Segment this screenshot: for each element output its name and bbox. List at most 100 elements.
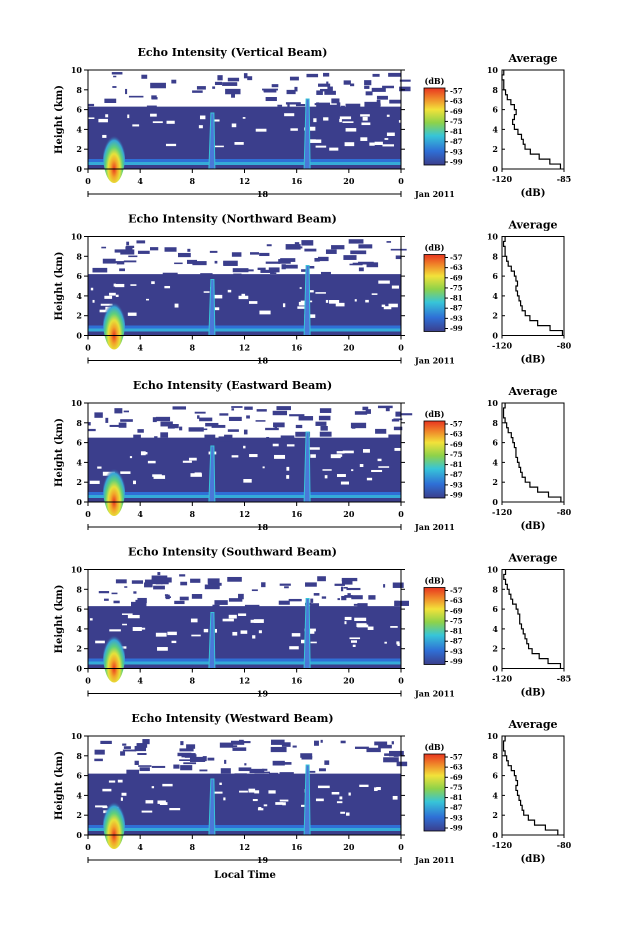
echo-patch (289, 76, 299, 81)
echo-gap (286, 475, 290, 479)
colorbar-tick-label: -93 (450, 647, 463, 656)
echo-patch (354, 746, 369, 749)
echo-patch (177, 252, 191, 258)
echo-gap (307, 126, 316, 131)
echo-patch (103, 598, 109, 601)
echo-patch (220, 768, 231, 774)
colorbar-tick-label: -87 (450, 470, 463, 479)
echo-patch (365, 409, 371, 414)
echo-patch (317, 576, 326, 582)
echo-gap (310, 641, 317, 644)
echo-patch (180, 741, 184, 746)
colorbar-tick-label: -63 (450, 97, 463, 106)
echo-gap (153, 475, 166, 479)
x-tick-label: 8 (190, 343, 196, 353)
echo-patch (105, 417, 109, 423)
echo-patch (123, 260, 137, 263)
x-tick-label: 12 (239, 343, 250, 353)
echo-gap (190, 618, 198, 623)
echo-patch (122, 743, 127, 746)
profile-y-tick-label: 2 (492, 311, 498, 321)
echo-gap (352, 644, 356, 647)
profile-line (502, 736, 559, 835)
echo-gap (344, 142, 355, 147)
echo-gap (219, 782, 222, 785)
echo-patch (314, 257, 320, 262)
echo-gap (391, 285, 400, 289)
echo-gap (167, 631, 177, 636)
colorbar-tick-label: -87 (450, 637, 463, 646)
echo-patch (218, 436, 233, 442)
echo-gap (228, 614, 237, 619)
echo-gap (272, 443, 279, 447)
echo-patch (170, 424, 179, 429)
echo-patch (319, 88, 332, 92)
echo-patch (227, 429, 239, 432)
echo-patch (279, 772, 294, 777)
echo-gap (291, 633, 301, 637)
echo-patch (212, 86, 216, 89)
echo-patch (228, 598, 243, 602)
echo-gap (152, 121, 163, 124)
echo-gap (182, 460, 192, 463)
echo-patch (341, 577, 358, 582)
colorbar-tick-label: -75 (450, 450, 463, 459)
echo-patch (366, 262, 379, 268)
profile-y-tick-label: 2 (492, 477, 498, 487)
echo-gap (354, 299, 357, 302)
echo-patch (265, 96, 277, 102)
echo-patch (357, 603, 368, 609)
echo-patch (389, 99, 401, 104)
echo-patch (346, 587, 361, 591)
profile-y-tick-label: 8 (492, 85, 498, 95)
echo-patch (350, 250, 367, 255)
panel-3: Echo Intensity (Eastward Beam) Height (km… (54, 379, 572, 532)
echo-patch (179, 596, 189, 601)
date-label: 18 (257, 189, 269, 199)
echo-patch (249, 768, 265, 774)
echo-patch (389, 750, 404, 757)
echo-patch (266, 244, 272, 247)
profile-x-label: (dB) (521, 854, 546, 865)
x-tick-label: 0 (85, 343, 91, 353)
echo-patch (244, 406, 253, 410)
echo-gap (331, 791, 340, 795)
colorbar-tick-label: -87 (450, 304, 463, 313)
echo-gap (309, 630, 315, 634)
echo-gap (89, 480, 100, 484)
y-tick-label: 6 (76, 105, 82, 115)
echo-patch (340, 105, 345, 111)
echo-patch (319, 408, 332, 413)
y-tick-label: 10 (71, 232, 83, 242)
echo-gap (378, 280, 390, 284)
echo-patch (160, 421, 173, 427)
echo-patch (162, 272, 178, 278)
echo-gap (257, 808, 264, 811)
y-tick-label: 0 (76, 830, 82, 840)
profile-frame (501, 69, 565, 170)
echo-gap (386, 114, 390, 117)
echo-patch (292, 745, 297, 748)
echo-patch (217, 75, 223, 81)
profile-line (503, 569, 562, 669)
echo-patch (131, 580, 144, 584)
colorbar-tick-label: -69 (450, 107, 463, 116)
x-tick-label: 0 (398, 676, 404, 686)
echo-gap (324, 475, 328, 479)
echo-patch (306, 73, 319, 78)
echo-patch (337, 598, 340, 601)
echo-gap (231, 455, 239, 458)
echo-patch (137, 250, 150, 254)
echo-field (88, 773, 401, 835)
echo-patch (208, 582, 222, 586)
profile-x-tick-label: -120 (492, 341, 512, 351)
echo-patch (350, 422, 367, 429)
echo-patch (155, 416, 171, 422)
profile-frame (501, 569, 565, 669)
echo-patch (364, 80, 372, 86)
surface-layer (88, 162, 401, 165)
echo-gap (339, 116, 352, 120)
profile-y-tick-label: 0 (492, 331, 498, 341)
echo-patch (179, 759, 191, 761)
echo-gap (191, 634, 201, 637)
